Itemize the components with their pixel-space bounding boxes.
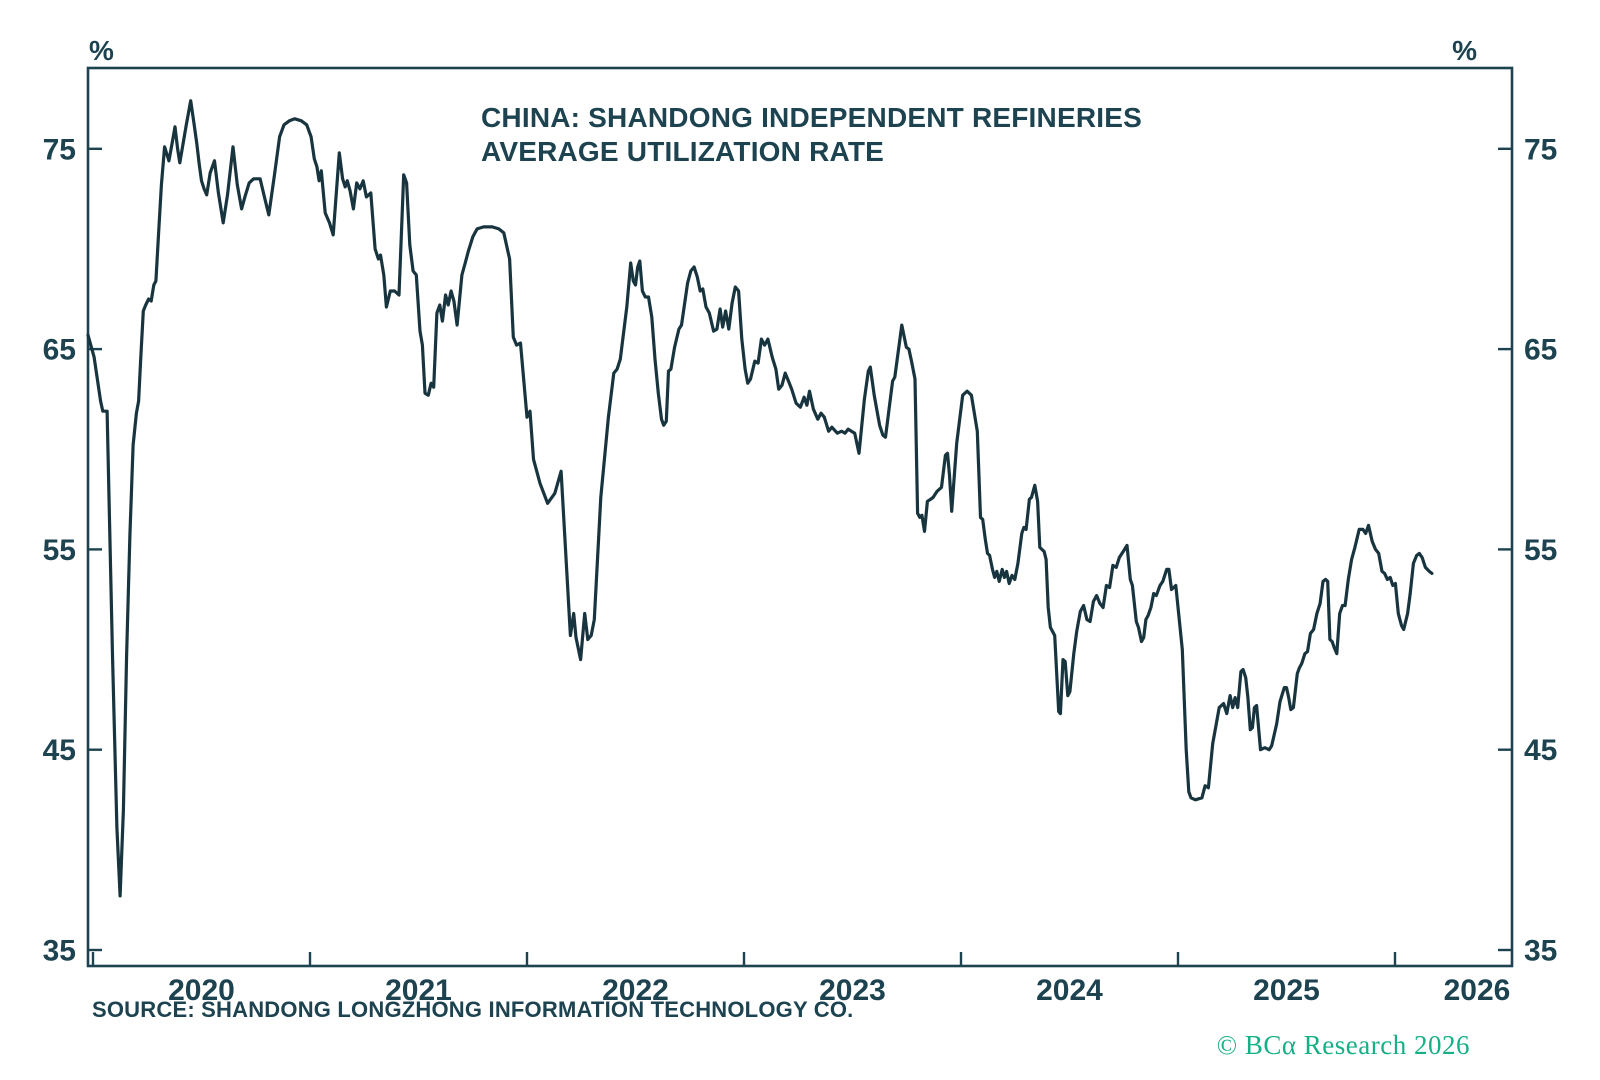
utilization-rate-line: [86, 99, 1434, 898]
y-axis-label-left: 55: [43, 534, 76, 567]
x-axis-label: 2022: [602, 974, 669, 1007]
y-axis-unit-left: %: [89, 35, 114, 66]
source-note: SOURCE: SHANDONG LONGZHONG INFORMATION T…: [92, 997, 854, 1022]
x-axis-label: 2021: [385, 974, 452, 1007]
y-axis-label-left: 35: [43, 935, 76, 968]
y-axis-label-right: 45: [1524, 734, 1557, 767]
x-axis-label: 2020: [168, 974, 235, 1007]
chart-title-line-2: AVERAGE UTILIZATION RATE: [481, 136, 885, 167]
chart-title: CHINA: SHANDONG INDEPENDENT REFINERIES A…: [481, 101, 1142, 169]
y-axis-label-left: 45: [43, 734, 76, 767]
bca-research-copyright: © BCα Research 2026: [1216, 1030, 1470, 1060]
y-axis-label-right: 35: [1524, 935, 1557, 968]
y-axis-label-left: 65: [43, 334, 76, 367]
chart-generated-content: 75 75 65 65 55 55 45 45 35 35 2020 2021 2022 2023 2024…: [43, 99, 1557, 1007]
chart-title-line-1: CHINA: SHANDONG INDEPENDENT REFINERIES: [481, 102, 1142, 133]
x-axis-label: 2023: [819, 974, 886, 1007]
y-axis-label-right: 75: [1524, 133, 1557, 166]
x-axis-label: 2025: [1253, 974, 1320, 1007]
y-axis-label-right: 55: [1524, 534, 1557, 567]
y-axis-label-left: 75: [43, 133, 76, 166]
x-axis-label: 2024: [1036, 974, 1103, 1007]
plot-border: [86, 66, 1514, 968]
y-axis-unit-right: %: [1452, 35, 1477, 66]
y-axis-label-right: 65: [1524, 334, 1557, 367]
x-axis-label: 2026: [1444, 974, 1511, 1007]
